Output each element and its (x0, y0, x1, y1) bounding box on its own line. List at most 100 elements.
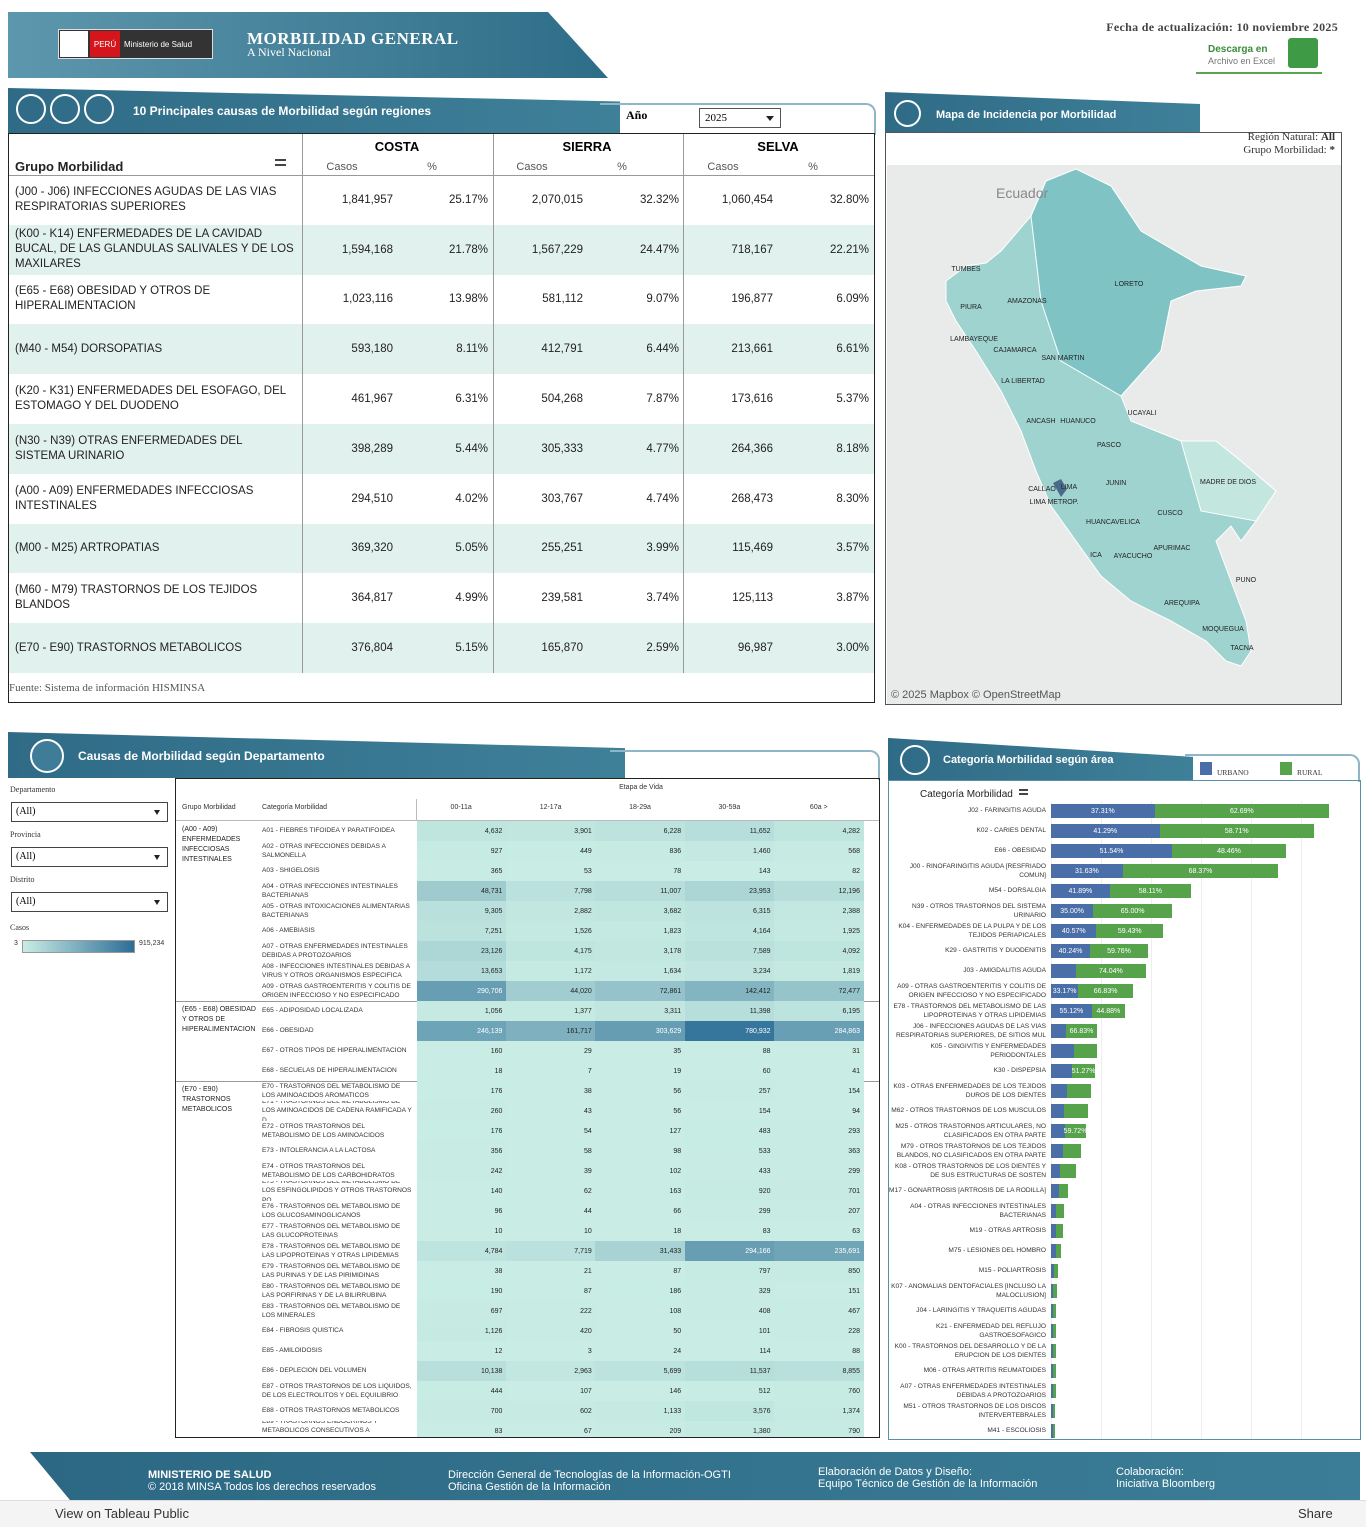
heat-cell: 18 (416, 1061, 507, 1081)
cases-cell: 1,023,116 (342, 293, 393, 306)
value-label: 59.43% (1117, 927, 1142, 935)
bar-segment (1055, 1244, 1061, 1258)
stage-col-header: 12-17a (539, 804, 562, 811)
year-dropdown[interactable]: 2025 (699, 108, 781, 128)
category-name: A08 - INFECCIONES INTESTINALES DEBIDAS A… (262, 962, 410, 980)
bar-segment (1051, 1004, 1092, 1018)
value-label: 58.11% (1138, 887, 1162, 895)
bar-segment (1093, 904, 1172, 918)
bar-segment (1122, 864, 1279, 878)
category-label: K08 - OTROS TRASTORNOS DE LOS DIENTES Y … (895, 1162, 1046, 1180)
heat-cell: 1,377 (505, 1001, 596, 1021)
category-label: M54 - DORSALGIA (988, 887, 1046, 895)
pct-cell: 5.37% (836, 393, 869, 406)
bar-segment (1051, 1124, 1066, 1138)
heat-cell: 700 (416, 1401, 507, 1421)
category-label: A07 - OTRAS ENFERMEDADES INTESTINALES DE… (900, 1382, 1046, 1400)
region-label: LA LIBERTAD (1001, 378, 1045, 385)
value-label: 51.27% (1071, 1067, 1096, 1075)
heat-cell: 3,682 (595, 901, 686, 921)
header-title: MORBILIDAD GENERAL (247, 29, 459, 48)
value-label: 44.88% (1096, 1007, 1121, 1015)
region-label: CUSCO (1157, 510, 1183, 517)
pct-cell: 9.07% (646, 293, 679, 306)
filter-dropdown[interactable]: (All) (11, 892, 168, 912)
column-divider (493, 134, 494, 673)
filter-dropdown[interactable]: (All) (11, 802, 168, 822)
download-button[interactable]: Descarga en Archivo en Excel (1196, 38, 1322, 74)
legend-label: RURAL (1297, 768, 1323, 777)
value-label: 59.76% (1107, 947, 1131, 955)
heat-cell: 209 (595, 1421, 686, 1437)
bar-segment (1051, 1324, 1054, 1338)
heat-cell: 6,315 (684, 901, 775, 921)
bar-segment (1059, 1164, 1076, 1178)
region-loreto (1030, 168, 1247, 397)
dept-title: Causas de Morbilidad según Departamento (78, 749, 325, 763)
footer-org: MINISTERIO DE SALUD (148, 1469, 272, 1481)
map-title: Mapa de Incidencia por Morbilidad (936, 109, 1117, 121)
source-note: Fuente: Sistema de información HISMINSA (9, 682, 206, 694)
row-name: (E65 - E68) OBESIDAD Y OTROS DE HIPERALI… (15, 285, 211, 313)
category-label: M62 - OTROS TRASTORNOS DE LOS MUSCULOS (891, 1107, 1046, 1115)
heat-cell: 38 (505, 1081, 596, 1101)
view-link[interactable]: View on Tableau Public (55, 1506, 189, 1521)
row-name: (J00 - J06) INFECCIONES AGUDAS DE LAS VI… (15, 185, 277, 213)
heat-cell: 18 (595, 1221, 686, 1241)
value-label: 58.71% (1224, 827, 1249, 835)
filter-dropdown[interactable]: (All) (11, 847, 168, 867)
heat-cell: 31,433 (595, 1241, 686, 1261)
heat-cell: 53 (505, 861, 596, 881)
category-name: E79 - TRASTORNOS DEL METABOLISMO DE LAS … (262, 1262, 401, 1280)
table-row (9, 623, 874, 673)
bar-segment (1090, 944, 1148, 958)
cases-cell: 369,320 (351, 542, 393, 555)
bar-segment (1053, 1284, 1058, 1298)
heat-cell: 56 (595, 1081, 686, 1101)
heat-cell: 260 (416, 1101, 507, 1121)
heat-cell: 290,706 (416, 981, 507, 1001)
heat-cell: 12 (416, 1341, 507, 1361)
region-label: MOQUEGUA (1202, 626, 1244, 633)
heat-cell: 294,166 (684, 1241, 775, 1261)
region-madre-de-dios (1180, 440, 1277, 522)
category-name: E80 - TRASTORNOS DEL METABOLISMO DE LAS … (262, 1282, 401, 1300)
cases-cell: 376,804 (351, 642, 393, 655)
value-label: 40.57% (1061, 927, 1086, 935)
dropdown-arrow (154, 810, 160, 815)
category-label: N39 - OTROS TRASTORNOS DEL SISTEMA URINA… (912, 902, 1046, 920)
cases-cell: 255,251 (541, 542, 583, 555)
category-name: A06 - AMEBIASIS (262, 927, 315, 935)
table-row (9, 274, 874, 325)
category-name: A03 - SHIGELOSIS (262, 867, 320, 875)
category-name: A04 - OTRAS INFECCIONES INTESTINALES BAC… (262, 882, 398, 900)
heat-cell: 836 (595, 841, 686, 861)
heat-cell: 60 (684, 1061, 775, 1081)
dept-banner: Causas de Morbilidad según Departamento (8, 732, 625, 778)
cases-cell: 303,767 (541, 492, 583, 505)
footer-rights: © 2018 MINSA Todos los derechos reservad… (148, 1481, 377, 1493)
value-label: 66.83% (1069, 1027, 1094, 1035)
heat-cell: 222 (505, 1301, 596, 1321)
heat-cell: 98 (595, 1141, 686, 1161)
heat-cell: 6,228 (595, 821, 686, 841)
region-label: PASCO (1097, 442, 1121, 449)
pct-cell: 6.61% (836, 343, 869, 356)
region-label: LIMA METROP. (1029, 499, 1079, 506)
filter-label: Provincia (10, 830, 41, 839)
filter-value: (All) (16, 851, 36, 862)
heat-cell: 140 (416, 1181, 507, 1201)
bar-segment (1072, 1064, 1095, 1078)
cases-cell: 268,473 (731, 492, 773, 505)
bar-segment (1054, 1264, 1058, 1278)
bar-segment (1051, 1424, 1053, 1438)
heat-cell: 246,139 (416, 1021, 507, 1041)
row-name: (K00 - K14) ENFERMEDADES DE LA CAVIDAD B… (15, 228, 294, 271)
grid-line (1151, 801, 1152, 1439)
pct-cell: 32.80% (829, 193, 869, 206)
heat-cell: 299 (684, 1201, 775, 1221)
cases-cell: 96,987 (737, 642, 773, 655)
row-name: (K20 - K31) ENFERMEDADES DEL ESOFAGO, DE… (15, 385, 286, 413)
share-button[interactable]: Share (1298, 1506, 1333, 1521)
